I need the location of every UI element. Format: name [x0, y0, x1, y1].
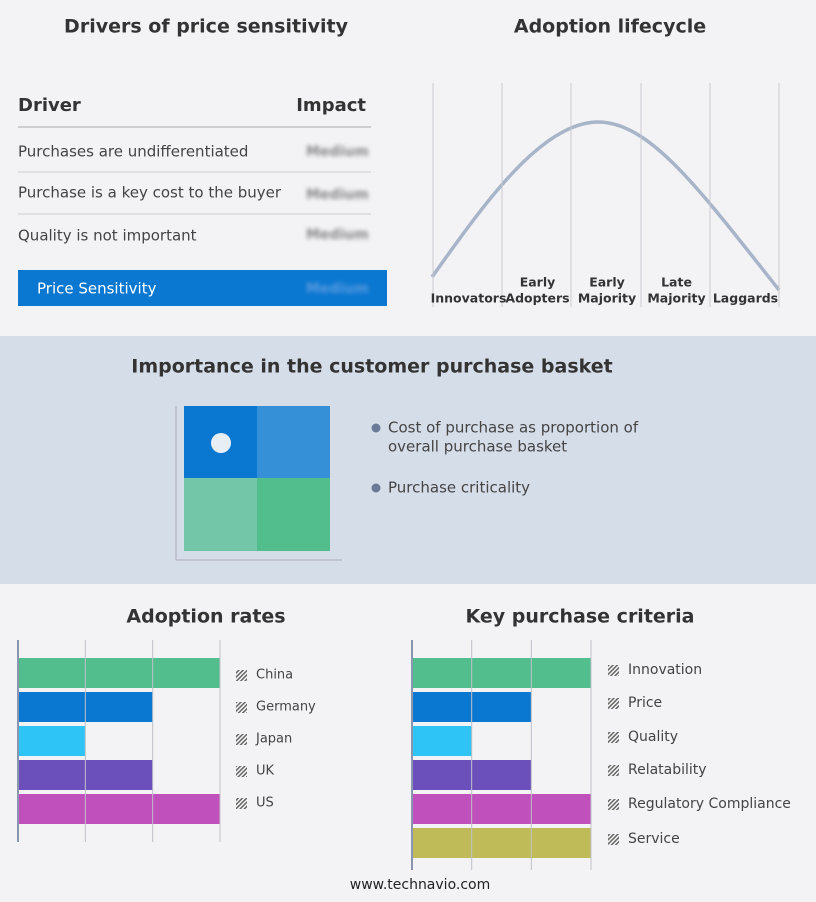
bar: [18, 794, 220, 824]
legend-label: UK: [256, 764, 275, 779]
legend-label: Relatability: [628, 762, 707, 778]
driver: Purchase is a key cost to the buyer: [18, 184, 282, 202]
legend-icon: [236, 734, 247, 745]
legend-label: Japan: [255, 732, 292, 747]
summary-impact: Medium: [306, 281, 369, 297]
matrix-cell: [184, 478, 257, 551]
section-title: Adoption lifecycle: [514, 16, 706, 38]
legend-icon: [236, 766, 247, 777]
bullet: [371, 423, 381, 433]
legend-label: Regulatory Compliance: [628, 796, 791, 812]
chart-title: Key purchase criteria: [465, 606, 694, 628]
summary-row: [18, 270, 387, 306]
legend-icon: [236, 798, 247, 809]
impact: Medium: [306, 227, 369, 243]
legend-label: Innovation: [628, 662, 702, 678]
stage-label: Laggards: [713, 291, 778, 306]
legend-label: Service: [628, 831, 680, 847]
bar: [412, 726, 472, 756]
footer: www.technavio.com: [350, 877, 491, 893]
stage-label: Early: [589, 275, 625, 290]
lifecycle-curve: [430, 120, 781, 292]
middle-bg: [0, 336, 816, 584]
stage-label: Early: [520, 275, 556, 290]
driver: Purchases are undifferentiated: [18, 143, 248, 161]
bullet: [371, 483, 381, 493]
bar: [412, 794, 591, 824]
legend-icon: [608, 665, 619, 676]
matrix-cell: [257, 406, 330, 478]
stage-label: Late: [661, 275, 692, 290]
table-header: Impact: [296, 95, 366, 116]
legend-label: US: [256, 796, 274, 811]
legend-text: Purchase criticality: [388, 479, 530, 497]
bar: [412, 658, 591, 688]
summary-label: Price Sensitivity: [37, 280, 157, 298]
legend-icon: [608, 834, 619, 845]
bar: [412, 828, 591, 858]
section-title: Importance in the customer purchase bask…: [131, 356, 613, 378]
impact: Medium: [306, 187, 369, 203]
chart-title: Adoption rates: [126, 606, 285, 628]
legend-icon: [608, 732, 619, 743]
legend-icon: [236, 702, 247, 713]
legend-label: Quality: [628, 729, 678, 745]
section-title: Drivers of price sensitivity: [64, 16, 349, 38]
legend-icon: [608, 799, 619, 810]
legend-icon: [236, 670, 247, 681]
marker: [211, 433, 231, 453]
stage-label: Majority: [647, 291, 705, 306]
bottom-bg: [0, 584, 816, 902]
legend-text: overall purchase basket: [388, 438, 567, 456]
table-header: Driver: [18, 95, 81, 116]
legend-text: Cost of purchase as proportion of: [388, 419, 639, 437]
stage-label: Adopters: [505, 291, 569, 306]
driver: Quality is not important: [18, 227, 197, 245]
legend-label: China: [256, 668, 293, 683]
stage-label: Majority: [578, 291, 636, 306]
legend-icon: [608, 698, 619, 709]
legend-label: Germany: [256, 700, 316, 715]
impact: Medium: [306, 144, 369, 160]
legend-icon: [608, 765, 619, 776]
matrix-cell: [257, 478, 330, 551]
bar: [18, 658, 220, 688]
bar: [18, 726, 86, 756]
legend-label: Price: [628, 695, 662, 711]
stage-label: Innovators: [431, 291, 507, 306]
